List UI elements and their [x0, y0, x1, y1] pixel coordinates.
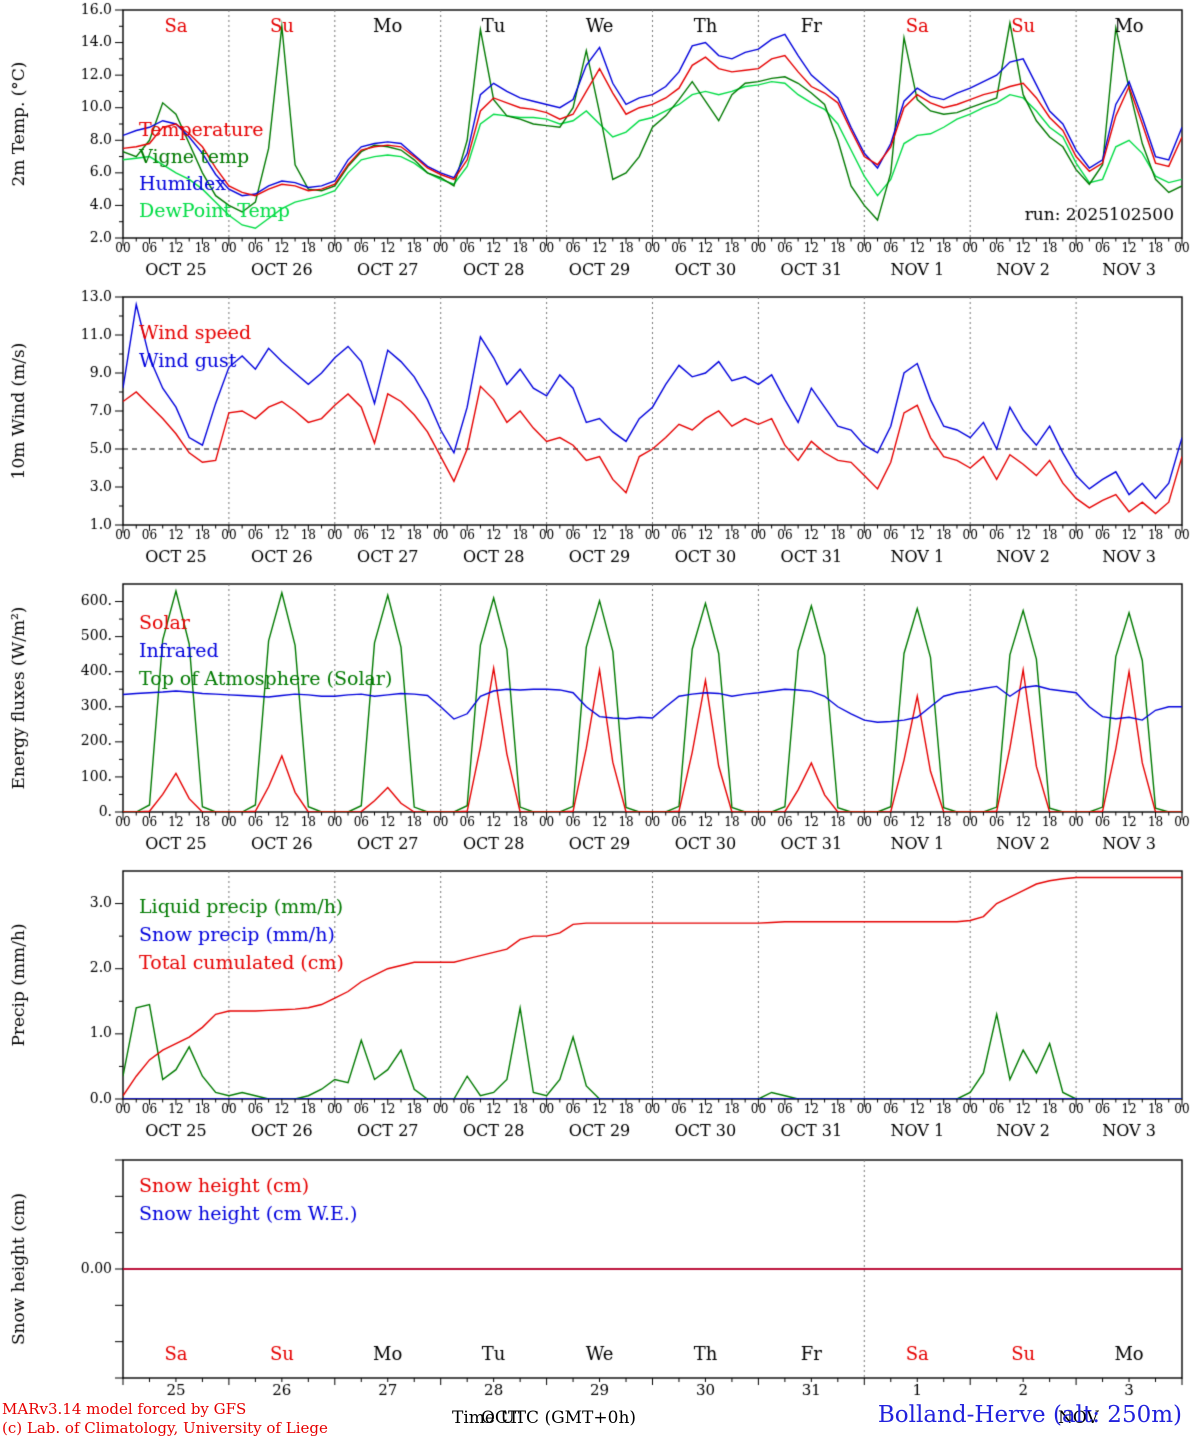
snow-height-chart-canvas: [0, 1148, 1194, 1400]
time-axis-title: Time UTC (GMT+0h): [452, 1408, 637, 1428]
energy-flux-chart-canvas: [0, 574, 1194, 861]
precip-chart-canvas: [0, 861, 1194, 1148]
temperature-chart-canvas: [0, 0, 1194, 287]
precip-panel: [0, 861, 1194, 1148]
energy-flux-panel: [0, 574, 1194, 861]
station-label: Bolland-Herve (alt: 250m): [877, 1402, 1182, 1428]
wind-panel: [0, 287, 1194, 574]
snow-height-panel: [0, 1148, 1194, 1400]
month-label-oct: OCT: [481, 1408, 520, 1428]
month-label-nov: NOV: [1058, 1408, 1099, 1428]
footer: MARv3.14 model forced by GFS (c) Lab. of…: [0, 1400, 1194, 1440]
model-credit-line: MARv3.14 model forced by GFS: [2, 1400, 247, 1418]
wind-chart-canvas: [0, 287, 1194, 574]
lab-credit-line: (c) Lab. of Climatology, University of L…: [2, 1419, 328, 1437]
temperature-panel: [0, 0, 1194, 287]
